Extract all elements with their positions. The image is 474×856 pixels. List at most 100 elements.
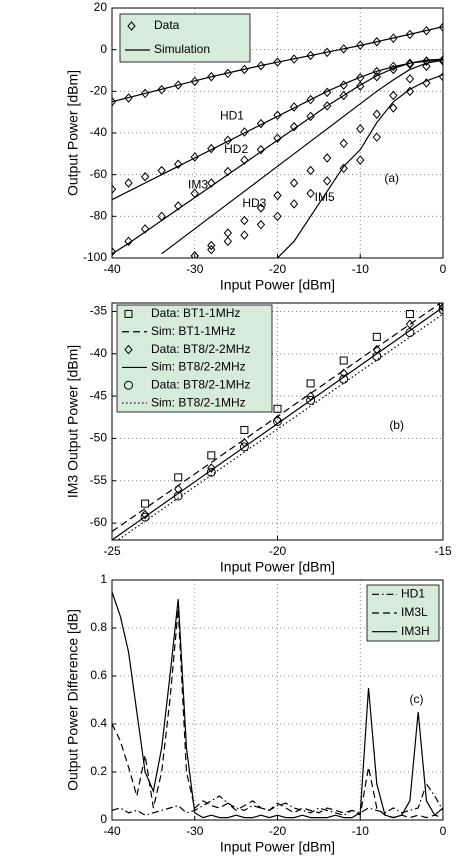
marker xyxy=(207,240,216,251)
marker xyxy=(174,201,183,211)
y-axis-label: IM3 Output Power [dBm] xyxy=(65,345,81,498)
marker xyxy=(438,56,443,66)
series-line xyxy=(112,608,443,819)
legend-label: IM3L xyxy=(401,605,428,619)
marker xyxy=(389,61,398,72)
legend-label: Data: BT8/2-2MHz xyxy=(151,342,250,356)
marker xyxy=(174,473,183,482)
y-tick-label: 0 xyxy=(100,812,107,826)
marker xyxy=(112,246,117,257)
marker xyxy=(140,88,150,99)
plot-frame xyxy=(111,579,444,821)
marker xyxy=(112,96,117,107)
series-line xyxy=(112,58,443,255)
marker xyxy=(190,76,199,87)
marker xyxy=(124,93,133,103)
marker xyxy=(140,171,150,182)
marker xyxy=(223,236,233,247)
y-tick-label: 1 xyxy=(100,572,107,586)
marker xyxy=(372,71,381,82)
x-tick-label: -30 xyxy=(186,824,204,838)
marker xyxy=(322,101,332,111)
y-tick-label: 0.8 xyxy=(90,620,107,634)
marker xyxy=(356,155,365,165)
legend-label: Data: BT1-1MHz xyxy=(151,306,240,320)
marker xyxy=(273,404,282,413)
marker xyxy=(405,29,415,40)
marker xyxy=(372,351,382,361)
marker xyxy=(273,57,282,67)
y-axis-label: Output Power [dBm] xyxy=(65,70,81,196)
x-tick-label: -30 xyxy=(186,262,204,276)
marker xyxy=(157,211,166,222)
marker xyxy=(124,309,133,318)
marker xyxy=(157,84,166,95)
marker xyxy=(157,165,166,176)
marker xyxy=(273,133,282,143)
marker xyxy=(174,159,183,170)
marker xyxy=(389,103,398,113)
marker xyxy=(240,127,249,137)
y-tick-label: 0.2 xyxy=(90,764,107,778)
x-tick-label: 0 xyxy=(440,824,447,838)
marker xyxy=(256,219,266,230)
curve-label: IM3 xyxy=(188,177,208,191)
y-tick-label: -40 xyxy=(90,346,108,360)
marker xyxy=(389,90,398,101)
marker xyxy=(289,102,299,112)
marker xyxy=(405,328,415,338)
x-tick-label: -20 xyxy=(269,544,287,558)
series-line xyxy=(112,306,443,540)
x-tick-label: -20 xyxy=(269,262,287,276)
marker xyxy=(405,58,415,68)
x-tick-label: -40 xyxy=(103,262,121,276)
marker xyxy=(439,303,443,310)
marker xyxy=(356,124,365,134)
y-tick-label: 0.4 xyxy=(90,716,107,730)
marker xyxy=(405,310,414,319)
marker xyxy=(207,244,216,255)
marker xyxy=(190,188,199,199)
legend-label: Sim: BT8/2-2MHz xyxy=(151,360,246,374)
marker xyxy=(438,305,443,315)
marker xyxy=(124,178,133,188)
x-tick-label: -40 xyxy=(103,824,121,838)
marker xyxy=(256,144,266,155)
y-tick-label: -35 xyxy=(90,304,108,318)
marker xyxy=(223,228,233,238)
marker xyxy=(273,110,282,121)
legend-label: Data: BT8/2-1MHz xyxy=(151,377,250,391)
series-line xyxy=(112,26,443,103)
marker xyxy=(289,54,299,64)
x-tick-label: -15 xyxy=(434,544,452,558)
marker xyxy=(240,64,249,75)
y-tick-label: -40 xyxy=(90,125,108,139)
marker xyxy=(112,184,117,195)
marker xyxy=(356,81,365,91)
marker xyxy=(306,165,315,176)
marker xyxy=(207,463,216,473)
marker xyxy=(322,153,332,163)
marker xyxy=(223,68,233,79)
y-tick-label: -45 xyxy=(90,388,108,402)
curve-label: HD2 xyxy=(224,142,248,156)
marker xyxy=(306,50,315,61)
marker xyxy=(141,499,150,508)
marker xyxy=(339,90,348,101)
marker xyxy=(372,132,381,142)
x-tick-label: -20 xyxy=(269,824,287,838)
marker xyxy=(405,59,415,70)
marker xyxy=(289,178,299,188)
y-tick-label: 20 xyxy=(94,0,108,14)
marker xyxy=(356,40,365,51)
panel-label: (a) xyxy=(384,171,399,185)
series-line xyxy=(112,782,443,816)
marker xyxy=(223,166,233,177)
y-axis-label: Output Power Difference [dB] xyxy=(65,609,81,791)
legend-label: Sim: BT8/2-1MHz xyxy=(151,395,246,409)
plot-area xyxy=(112,591,443,819)
marker xyxy=(306,111,315,122)
marker xyxy=(256,118,266,129)
series-line xyxy=(112,59,443,201)
